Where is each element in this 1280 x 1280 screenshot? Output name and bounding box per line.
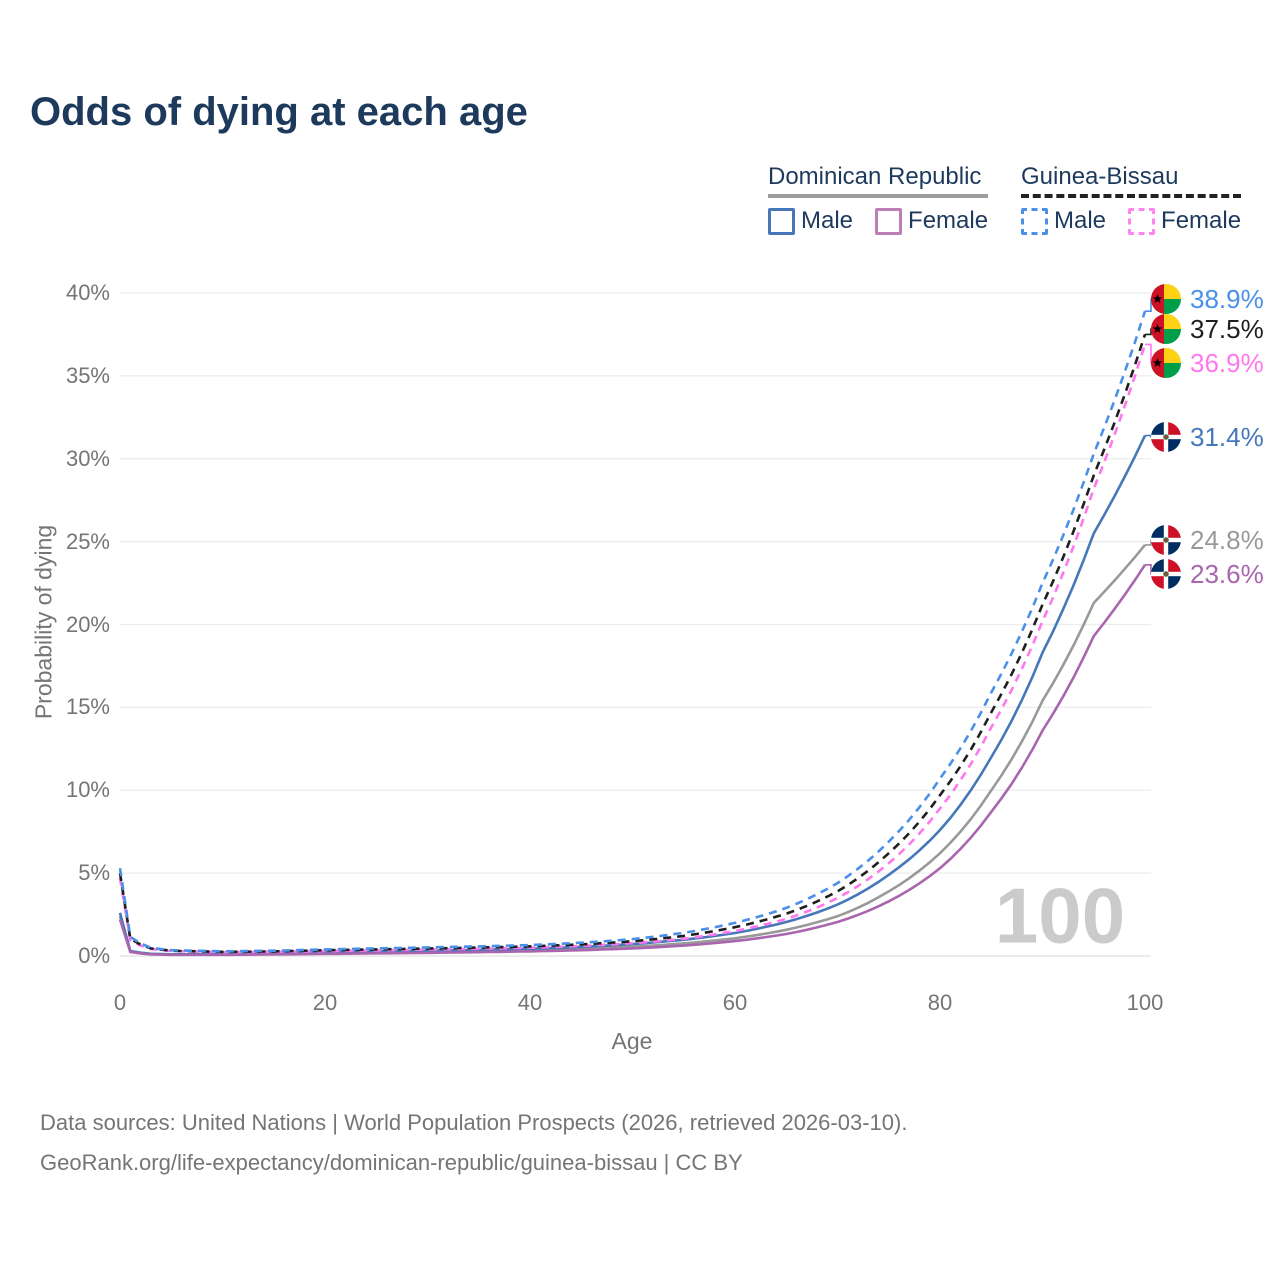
legend-header-dominican-republic[interactable]: Dominican Republic [768,163,989,198]
series-line-dominican-republic-male [118,434,1147,956]
end-value-dr-both: 24.8% [1190,524,1264,555]
end-value-dr-female: 23.6% [1190,558,1264,589]
y-tick-label: 25% [65,528,110,554]
age-counter-watermark: 100 [994,871,1126,960]
y-tick-label: 15% [65,694,110,720]
end-value-dr-male: 31.4% [1190,421,1264,452]
guinea-bissau-flag-icon [1151,348,1181,378]
guinea-bissau-flag-icon [1151,284,1181,314]
legend-item-gb-female[interactable]: Female [1128,207,1241,235]
x-tick-label: 40 [517,990,543,1015]
x-tick-label: 80 [927,990,953,1015]
legend-header-guinea-bissau[interactable]: Guinea-Bissau [1021,163,1242,198]
end-value-gb-both: 37.5% [1190,313,1264,344]
dominican-republic-flag-icon [1151,525,1181,555]
y-tick-label: 10% [65,777,110,803]
end-value-gb-male: 38.9% [1190,283,1264,314]
legend-item-dr-male[interactable]: Male [768,207,853,235]
y-tick-label: 5% [78,860,110,886]
legend-label-dr-male: Male [801,207,854,234]
end-value-gb-female: 36.9% [1190,347,1264,378]
series-line-guinea-bissau-female [118,344,1147,954]
end-label-dr-both: 24.8% [1151,525,1264,555]
legend-group-guinea-bissau: Guinea-Bissau Male Female [1021,163,1242,235]
y-tick-label: 20% [65,611,110,637]
y-axis-title: Probability of dying [30,524,57,720]
series-line-guinea-bissau-male [118,310,1147,953]
series-line-guinea-bissau-both-sexes [118,333,1147,954]
legend-item-dr-female[interactable]: Female [875,207,988,235]
x-tick-label: 0 [113,990,127,1015]
y-tick-label: 40% [65,280,110,305]
legend-item-gb-male[interactable]: Male [1021,207,1106,235]
chart-canvas [118,292,1154,957]
legend-label-dr-female: Female [908,207,989,234]
x-tick-label: 100 [1126,990,1164,1015]
legend-label-gb-male: Male [1054,207,1107,234]
y-tick-label: 30% [65,445,110,471]
x-tick-label: 20 [312,990,338,1015]
x-axis-title: Age [611,1028,653,1054]
end-label-gb-female: 36.9% [1151,348,1264,378]
dr-female-swatch-icon [875,207,903,235]
legend-row-dominican-republic: Male Female [768,207,988,235]
end-label-dr-female: 23.6% [1151,559,1264,589]
page-title: Odds of dying at each age [30,90,528,134]
guinea-bissau-flag-icon [1151,314,1181,344]
legend-group-dominican-republic: Dominican Republic Male Female [768,163,989,235]
series-line-dominican-republic-female [118,564,1147,957]
legend-label-gb-female: Female [1161,207,1242,234]
end-label-gb-both: 37.5% [1151,314,1264,344]
end-label-dr-male: 31.4% [1151,422,1264,452]
end-label-gb-male: 38.9% [1151,284,1264,314]
legend-row-guinea-bissau: Male Female [1021,207,1241,235]
dominican-republic-flag-icon [1151,559,1181,589]
series-line-dominican-republic-both-sexes [118,544,1147,956]
y-tick-label: 0% [78,943,110,968]
x-tick-label: 60 [722,990,748,1015]
gb-female-swatch-icon [1128,207,1156,235]
data-sources-line: Data sources: United Nations | World Pop… [40,1110,908,1135]
gb-male-swatch-icon [1021,207,1048,235]
y-tick-label: 35% [65,362,110,388]
attribution-line[interactable]: GeoRank.org/life-expectancy/dominican-re… [40,1150,743,1175]
dr-male-swatch-icon [768,207,795,235]
dominican-republic-flag-icon [1151,422,1181,452]
